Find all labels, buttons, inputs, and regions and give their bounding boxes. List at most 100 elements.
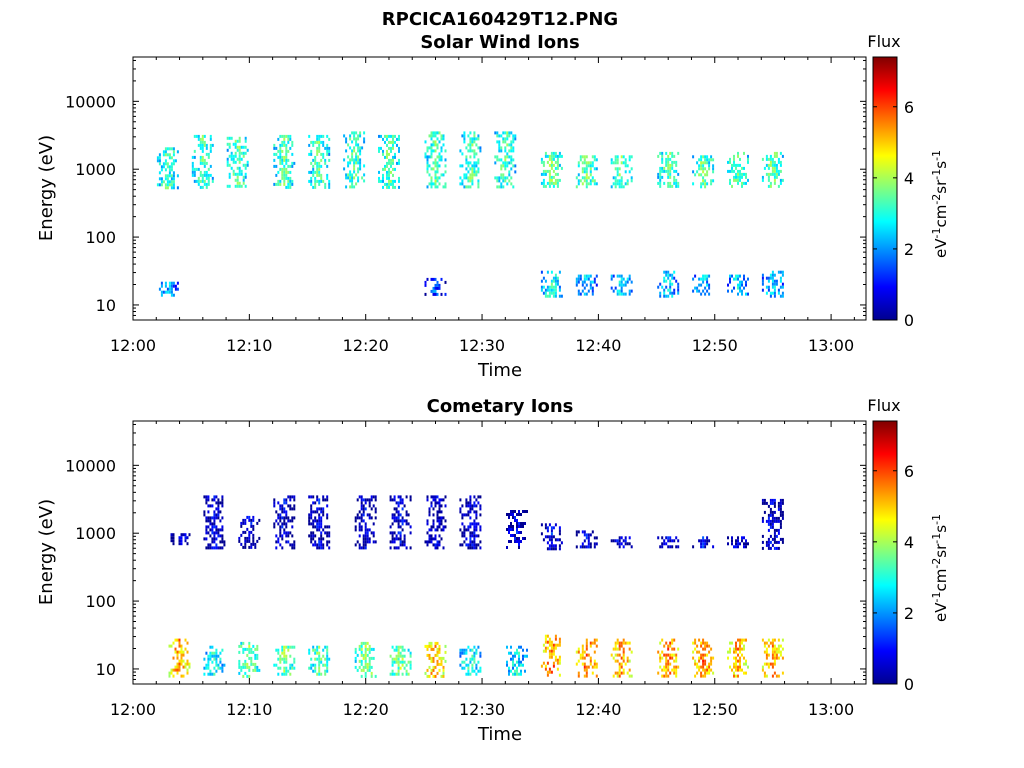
- flux-pixel: [498, 134, 501, 138]
- flux-pixel: [589, 542, 592, 546]
- flux-pixel: [542, 276, 545, 280]
- flux-pixel: [473, 525, 476, 529]
- flux-pixel: [238, 184, 241, 188]
- flux-pixel: [620, 280, 623, 284]
- flux-pixel: [659, 169, 662, 173]
- flux-pixel: [362, 546, 365, 550]
- flux-pixel: [166, 186, 169, 190]
- flux-pixel: [665, 536, 668, 540]
- flux-pixel: [316, 137, 319, 141]
- flux-pixel: [583, 668, 586, 672]
- flux-pixel: [236, 175, 239, 179]
- flux-pixel: [395, 546, 398, 550]
- flux-pixel: [504, 149, 507, 153]
- flux-pixel: [287, 534, 290, 538]
- flux-pixel: [345, 149, 348, 153]
- flux-pixel: [510, 645, 512, 649]
- flux-pixel: [514, 654, 516, 658]
- flux-pixel: [622, 668, 625, 672]
- flux-pixel: [773, 166, 776, 170]
- flux-pixel: [432, 665, 435, 669]
- flux-pixel: [244, 145, 247, 149]
- flux-pixel: [469, 495, 472, 499]
- flux-pixel: [554, 276, 557, 280]
- flux-pixel: [773, 291, 776, 295]
- flux-pixel: [675, 184, 678, 188]
- flux-pixel: [512, 140, 515, 144]
- flux-pixel: [215, 513, 218, 517]
- flux-pixel: [172, 293, 175, 297]
- flux-pixel: [318, 519, 321, 523]
- flux-pixel: [390, 140, 392, 144]
- x-tick-label: 12:30: [459, 700, 505, 719]
- flux-pixel: [506, 663, 508, 667]
- flux-pixel: [542, 661, 545, 665]
- flux-pixel: [467, 179, 470, 183]
- flux-pixel: [424, 140, 427, 144]
- flux-pixel: [279, 543, 282, 547]
- flux-pixel: [710, 155, 713, 159]
- flux-pixel: [585, 277, 588, 281]
- flux-pixel: [516, 519, 518, 522]
- flux-pixel: [587, 289, 590, 293]
- flux-pixel: [219, 657, 222, 661]
- flux-pixel: [322, 134, 325, 138]
- flux-pixel: [575, 662, 578, 666]
- flux-pixel: [479, 525, 482, 529]
- flux-pixel: [704, 185, 707, 189]
- flux-pixel: [250, 524, 253, 528]
- flux-pixel: [461, 531, 464, 535]
- flux-pixel: [316, 140, 319, 144]
- flux-pixel: [735, 662, 737, 666]
- flux-pixel: [442, 665, 445, 669]
- flux-pixel: [763, 671, 766, 675]
- flux-pixel: [479, 654, 482, 658]
- flux-pixel: [436, 525, 439, 529]
- flux-pixel: [160, 168, 163, 172]
- flux-pixel: [671, 647, 674, 651]
- flux-pixel: [665, 662, 668, 666]
- flux-pixel: [475, 666, 478, 670]
- flux-pixel: [618, 674, 621, 678]
- flux-pixel: [665, 659, 668, 663]
- flux-pixel: [618, 671, 621, 675]
- flux-pixel: [698, 656, 701, 660]
- flux-pixel: [577, 647, 580, 651]
- flux-pixel: [579, 158, 582, 162]
- flux-pixel: [322, 513, 325, 517]
- flux-pixel: [554, 291, 557, 295]
- flux-pixel: [314, 540, 317, 544]
- flux-pixel: [473, 149, 476, 153]
- flux-pixel: [405, 663, 408, 667]
- flux-pixel: [180, 539, 183, 543]
- flux-pixel: [221, 534, 224, 538]
- flux-pixel: [514, 669, 516, 673]
- flux-pixel: [587, 161, 590, 165]
- flux-pixel: [475, 528, 478, 532]
- flux-pixel: [769, 507, 772, 511]
- flux-pixel: [160, 284, 163, 288]
- flux-pixel: [248, 530, 251, 534]
- flux-pixel: [544, 169, 547, 173]
- flux-pixel: [430, 501, 433, 505]
- flux-pixel: [781, 647, 784, 651]
- flux-pixel: [219, 501, 222, 505]
- flux-pixel: [314, 543, 317, 547]
- flux-pixel: [585, 644, 588, 648]
- flux-pixel: [364, 665, 367, 669]
- flux-pixel: [246, 539, 249, 543]
- flux-pixel: [706, 158, 709, 162]
- flux-pixel: [397, 648, 400, 652]
- flux-pixel: [320, 140, 323, 144]
- flux-pixel: [496, 185, 499, 189]
- flux-pixel: [702, 674, 705, 678]
- flux-pixel: [661, 166, 664, 170]
- flux-pixel: [358, 659, 361, 663]
- flux-pixel: [614, 644, 617, 648]
- flux-pixel: [727, 656, 729, 660]
- flux-pixel: [771, 157, 774, 161]
- flux-pixel: [506, 131, 509, 135]
- flux-pixel: [405, 495, 408, 499]
- flux-pixel: [630, 155, 633, 159]
